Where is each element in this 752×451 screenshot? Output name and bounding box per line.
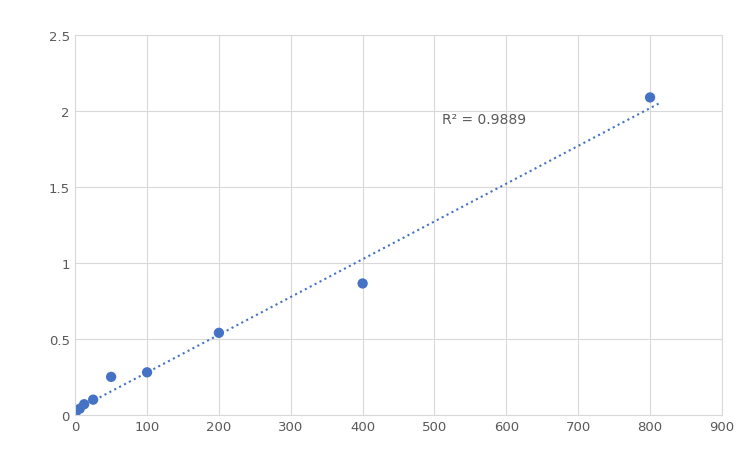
- Point: [69, 411, 81, 419]
- Point: [74, 405, 86, 413]
- Point: [356, 280, 368, 287]
- Text: R² = 0.9889: R² = 0.9889: [441, 113, 526, 127]
- Point: [78, 400, 90, 408]
- Point: [105, 373, 117, 381]
- Point: [141, 369, 153, 376]
- Point: [213, 330, 225, 337]
- Point: [644, 95, 656, 102]
- Point: [87, 396, 99, 403]
